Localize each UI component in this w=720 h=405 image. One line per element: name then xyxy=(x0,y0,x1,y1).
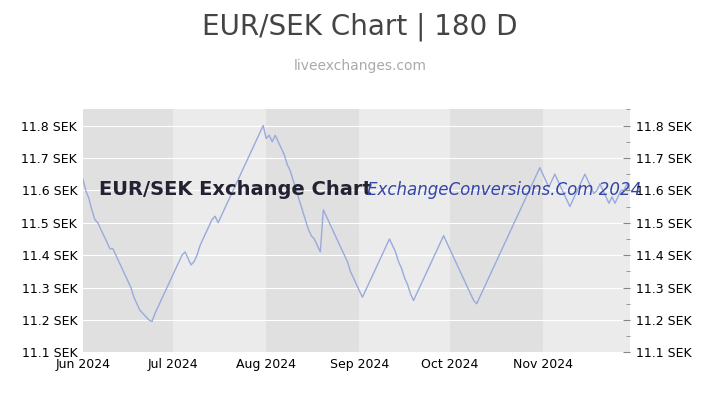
Bar xyxy=(173,109,266,352)
Bar xyxy=(83,109,173,352)
Bar xyxy=(359,109,449,352)
Text: ExchangeConversions.Com 2024: ExchangeConversions.Com 2024 xyxy=(367,181,642,198)
Text: liveexchanges.com: liveexchanges.com xyxy=(294,59,426,73)
Bar xyxy=(449,109,543,352)
Text: EUR/SEK Exchange Chart: EUR/SEK Exchange Chart xyxy=(99,180,372,199)
Bar xyxy=(266,109,359,352)
Bar xyxy=(543,109,633,352)
Text: EUR/SEK Chart | 180 D: EUR/SEK Chart | 180 D xyxy=(202,12,518,40)
